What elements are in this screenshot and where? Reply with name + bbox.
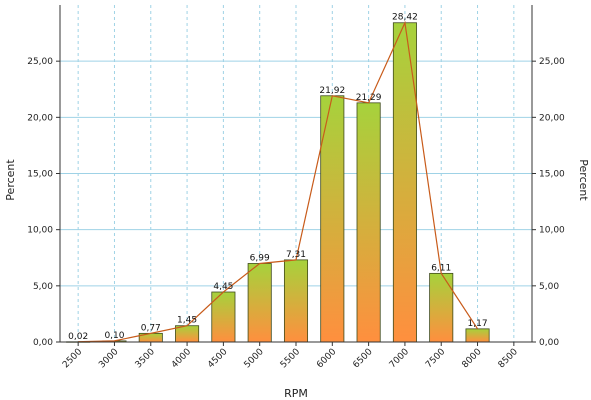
x-tick-label: 8500	[497, 347, 520, 370]
bar	[247, 263, 272, 343]
bar	[392, 22, 417, 343]
y-axis-title-left: Percent	[4, 159, 17, 201]
bar	[356, 102, 381, 343]
y-tick-label-right: 20,00	[539, 113, 565, 123]
x-tick-label: 5500	[279, 347, 302, 370]
y-tick-label-left: 10,00	[27, 226, 53, 236]
data-label: 0,10	[104, 331, 124, 341]
y-tick-label-left: 25,00	[27, 57, 53, 67]
y-tick-label-right: 0,00	[539, 338, 559, 348]
y-axis-title-right: Percent	[577, 159, 590, 201]
x-tick-label: 6500	[351, 347, 374, 370]
data-label: 4,45	[213, 282, 233, 292]
trend-line-path	[78, 20, 479, 343]
trend-line	[78, 20, 479, 343]
x-tick-label: 4000	[170, 347, 193, 370]
data-labels: 0,02 0,10 0,77 1,45 4,45 6,99 7,31 21,92 21,29 28…	[68, 13, 487, 342]
y-tick-label-left: 20,00	[27, 113, 53, 123]
bar	[429, 272, 454, 343]
x-tick-label: 4500	[206, 347, 229, 370]
x-tick-label: 3000	[97, 347, 120, 370]
y-tick-label-right: 25,00	[539, 57, 565, 67]
x-tick-label: 2500	[61, 347, 84, 370]
data-label: 0,77	[141, 323, 161, 333]
bars	[66, 22, 490, 343]
data-label: 21,92	[319, 86, 345, 96]
y-tick-label-right: 15,00	[539, 170, 565, 180]
y-tick-label-left: 5,00	[33, 282, 53, 292]
x-tick-label: 6000	[315, 347, 338, 370]
y-tick-label-right: 5,00	[539, 282, 559, 292]
data-label: 1,17	[468, 319, 488, 329]
y-tick-label-right: 10,00	[539, 226, 565, 236]
data-label: 6,11	[431, 263, 451, 273]
data-label: 28,42	[392, 13, 418, 23]
x-tick-label: 5000	[243, 347, 266, 370]
x-tick-label: 3500	[134, 347, 157, 370]
bar	[283, 259, 309, 343]
x-tick-label: 7000	[388, 347, 411, 370]
data-label: 6,99	[250, 253, 270, 263]
y-tick-label-left: 0,00	[33, 338, 53, 348]
x-tick-label: 8000	[460, 347, 483, 370]
data-label: 0,02	[68, 332, 88, 342]
x-tick-label: 7500	[424, 347, 447, 370]
data-label: 1,45	[177, 316, 197, 326]
bar	[175, 325, 200, 343]
data-label: 21,29	[356, 93, 382, 103]
y-tick-label-left: 15,00	[27, 170, 53, 180]
bar	[465, 328, 490, 343]
x-axis-title: RPM	[284, 387, 308, 400]
data-label: 7,31	[286, 250, 306, 260]
